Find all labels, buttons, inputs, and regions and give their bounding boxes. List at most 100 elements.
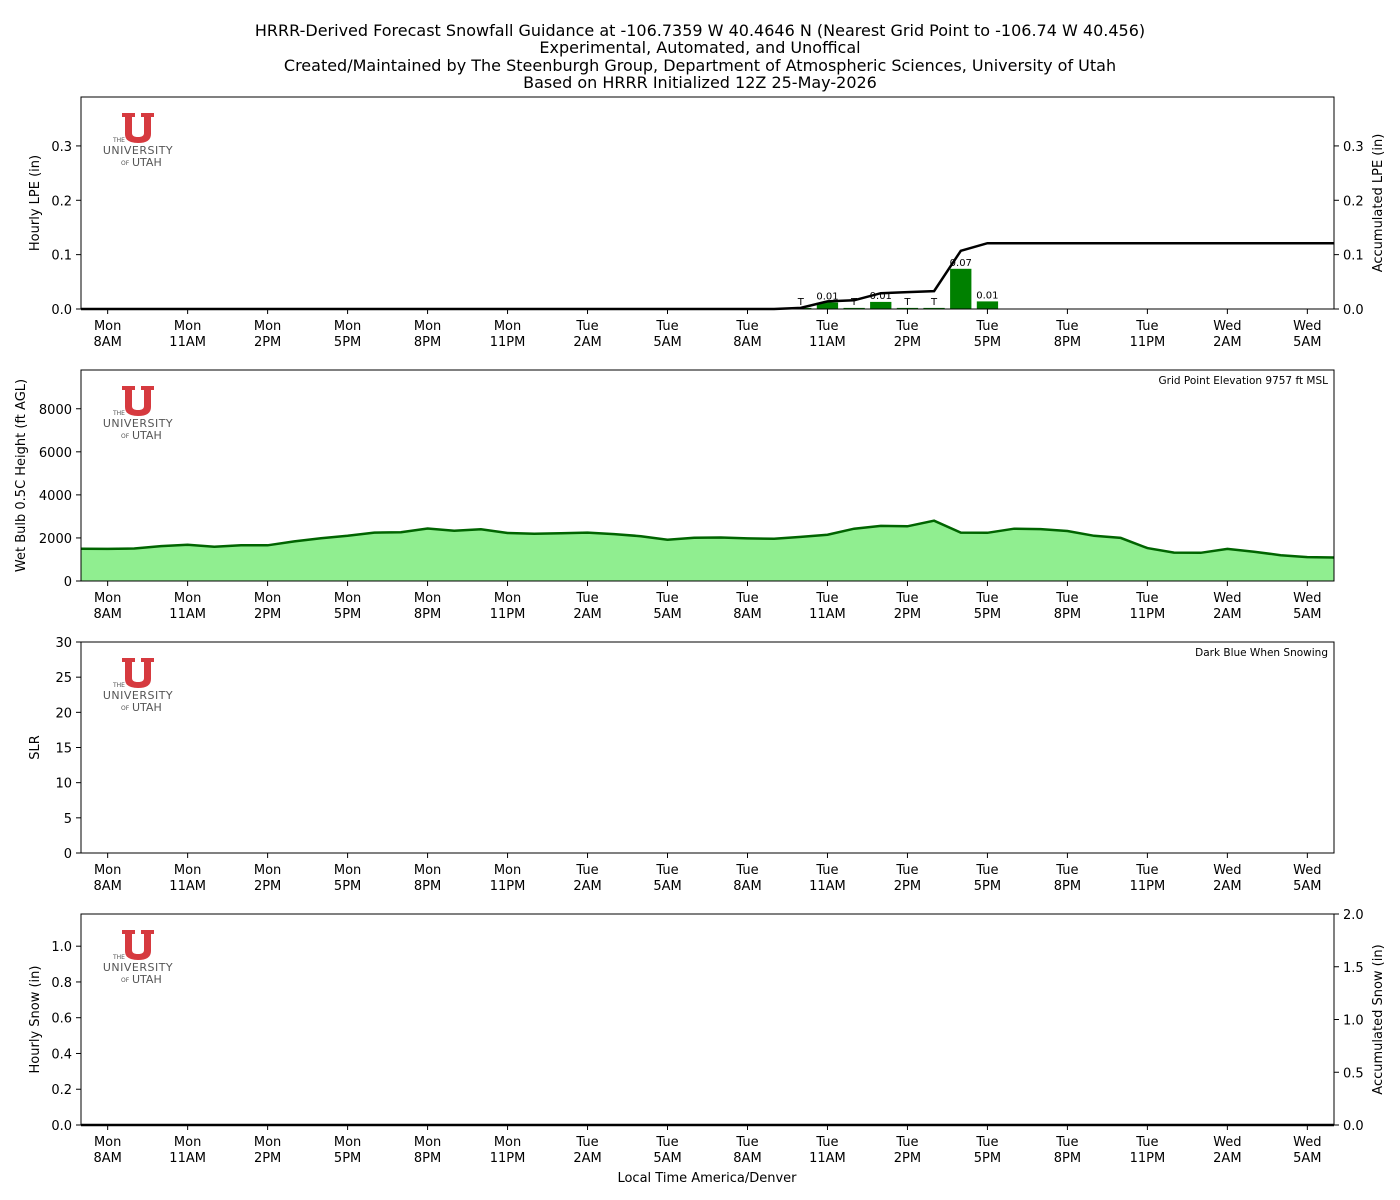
- x-tick-time-label: 5PM: [974, 879, 1001, 894]
- x-tick-time-label: 11AM: [169, 607, 206, 622]
- accumulated-line: [81, 241, 1334, 311]
- lpe-bar: [870, 301, 892, 309]
- lpe-bar-label: T: [930, 297, 938, 308]
- chart-panel-3: 051015202530Mon8AMMon11AMMon2PMMon5PMMon…: [28, 636, 1335, 894]
- x-tick-time-label: 5PM: [974, 335, 1001, 350]
- y-tick-label: 2000: [39, 532, 72, 547]
- x-tick-time-label: 11AM: [809, 335, 846, 350]
- lpe-bar: [976, 301, 999, 309]
- x-tick-day-label: Wed: [1293, 591, 1321, 606]
- x-tick-time-label: 2PM: [894, 607, 921, 622]
- logo-utah-text: UTAH: [132, 156, 162, 169]
- x-tick-day-label: Mon: [254, 1135, 281, 1150]
- x-tick-day-label: Tue: [975, 591, 998, 606]
- x-tick-time-label: 2PM: [254, 607, 281, 622]
- x-tick-time-label: 11PM: [1130, 1151, 1166, 1166]
- y2-tick-label: 0.1: [1343, 249, 1364, 264]
- x-tick-day-label: Mon: [494, 863, 521, 878]
- title-line-1: HRRR-Derived Forecast Snowfall Guidance …: [255, 21, 1145, 40]
- lpe-bar: [843, 307, 865, 309]
- x-tick-time-label: 2PM: [254, 335, 281, 350]
- x-tick-day-label: Mon: [94, 319, 121, 334]
- x-tick-time-label: 2PM: [254, 1151, 281, 1166]
- x-tick-time-label: 11AM: [169, 335, 206, 350]
- panel-frame: [80, 913, 1335, 1126]
- x-tick-time-label: 8PM: [1054, 1151, 1081, 1166]
- panel-annotation: Grid Point Elevation 9757 ft MSL: [1159, 375, 1329, 387]
- y-tick-label: 10: [55, 777, 72, 792]
- x-tick-time-label: 2AM: [1213, 879, 1241, 894]
- y-tick-label: 5: [64, 812, 72, 827]
- x-tick-time-label: 8AM: [93, 607, 121, 622]
- y-axis-label: Hourly Snow (in): [28, 966, 43, 1074]
- y2-axis-label: Accumulated LPE (in): [1371, 134, 1386, 273]
- lpe-bar: [950, 268, 972, 309]
- y-tick-label: 0.0: [51, 1119, 72, 1134]
- x-tick-day-label: Wed: [1293, 319, 1321, 334]
- lpe-bar-label: 0.01: [870, 291, 892, 302]
- x-tick-time-label: 11AM: [809, 607, 846, 622]
- panel-frame: [80, 641, 1335, 854]
- y-tick-label: 20: [55, 706, 72, 721]
- chart-panel-2: 02000400060008000Mon8AMMon11AMMon2PMMon5…: [14, 369, 1335, 622]
- logo-the-text: THE: [112, 137, 125, 144]
- lpe-bar: [923, 307, 945, 309]
- panel-frame: [80, 369, 1335, 582]
- x-tick-day-label: Mon: [254, 319, 281, 334]
- x-tick-day-label: Tue: [575, 319, 598, 334]
- x-tick-day-label: Tue: [895, 319, 918, 334]
- x-tick-time-label: 8AM: [733, 879, 761, 894]
- y-tick-label: 0: [64, 847, 72, 862]
- x-tick-day-label: Tue: [655, 591, 678, 606]
- x-tick-day-label: Tue: [1135, 591, 1158, 606]
- logo-of-text: OF: [121, 705, 130, 712]
- logo-university-text: UNIVERSITY: [103, 144, 173, 157]
- x-tick-time-label: 8AM: [93, 1151, 121, 1166]
- x-tick-day-label: Tue: [575, 1135, 598, 1150]
- x-tick-time-label: 2PM: [894, 1151, 921, 1166]
- x-tick-day-label: Tue: [815, 591, 838, 606]
- x-tick-time-label: 2AM: [573, 879, 601, 894]
- y-tick-label: 0.3: [51, 140, 72, 155]
- x-tick-time-label: 11PM: [1130, 607, 1166, 622]
- title-line-3: Created/Maintained by The Steenburgh Gro…: [284, 56, 1116, 75]
- x-tick-day-label: Tue: [815, 319, 838, 334]
- x-tick-day-label: Tue: [1135, 319, 1158, 334]
- logo-of-text: OF: [121, 977, 130, 984]
- utah-u-icon: [122, 386, 154, 416]
- x-tick-time-label: 11PM: [490, 335, 526, 350]
- y2-tick-label: 1.0: [1343, 1014, 1364, 1029]
- y-tick-label: 8000: [39, 403, 72, 418]
- x-tick-time-label: 11AM: [169, 879, 206, 894]
- x-tick-time-label: 5AM: [1293, 335, 1321, 350]
- figure-title: HRRR-Derived Forecast Snowfall Guidance …: [255, 21, 1145, 92]
- x-tick-time-label: 5PM: [974, 607, 1001, 622]
- x-tick-day-label: Tue: [735, 1135, 758, 1150]
- x-tick-time-label: 11PM: [490, 1151, 526, 1166]
- x-tick-time-label: 2PM: [254, 879, 281, 894]
- x-tick-time-label: 5AM: [1293, 879, 1321, 894]
- x-tick-time-label: 8PM: [414, 1151, 441, 1166]
- wet-bulb-line: [80, 519, 1335, 559]
- x-tick-day-label: Mon: [174, 319, 201, 334]
- x-tick-day-label: Tue: [655, 1135, 678, 1150]
- x-tick-day-label: Tue: [575, 591, 598, 606]
- y2-tick-label: 0.3: [1343, 140, 1364, 155]
- x-tick-time-label: 8AM: [93, 335, 121, 350]
- x-tick-day-label: Mon: [334, 863, 361, 878]
- x-tick-day-label: Mon: [94, 591, 121, 606]
- x-tick-day-label: Tue: [895, 591, 918, 606]
- x-tick-day-label: Tue: [735, 591, 758, 606]
- x-tick-time-label: 2AM: [573, 607, 601, 622]
- logo-utah-text: UTAH: [132, 701, 162, 714]
- y-tick-label: 0.8: [51, 976, 72, 991]
- x-tick-day-label: Tue: [735, 863, 758, 878]
- logo-the-text: THE: [112, 954, 125, 961]
- utah-u-icon: [122, 930, 154, 960]
- x-tick-day-label: Wed: [1213, 1135, 1241, 1150]
- logo-of-text: OF: [121, 160, 130, 167]
- x-tick-time-label: 8PM: [1054, 879, 1081, 894]
- x-tick-time-label: 11PM: [1130, 335, 1166, 350]
- y-tick-label: 1.0: [51, 940, 72, 955]
